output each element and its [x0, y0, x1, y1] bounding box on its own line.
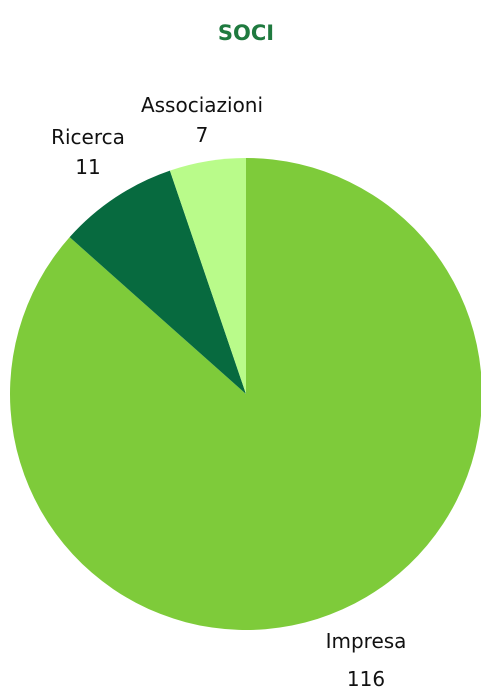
pie-slice-impresa [10, 158, 481, 630]
pie-slice-ricerca [69, 170, 247, 394]
slice-label-ricerca: Ricerca [51, 125, 125, 149]
pie-slice-associazioni [169, 158, 246, 394]
chart-title: SOCI [218, 21, 274, 45]
slice-value-ricerca: 11 [75, 155, 100, 179]
slice-value-associazioni: 7 [196, 123, 209, 147]
pie-labels: Impresa 116 Ricerca 11 Associazioni 7 [51, 93, 406, 688]
pie-slices [10, 158, 481, 630]
slice-label-associazioni: Associazioni [141, 93, 263, 117]
slice-value-impresa: 116 [347, 667, 385, 688]
slice-label-impresa: Impresa [326, 629, 407, 653]
